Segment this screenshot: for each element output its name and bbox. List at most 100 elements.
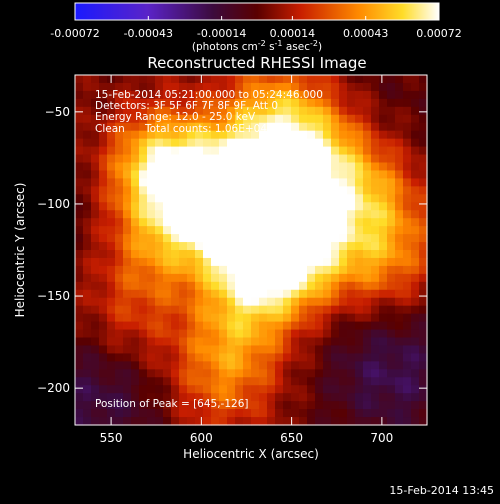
heatmap-cell — [219, 202, 228, 211]
heatmap-cell — [91, 313, 100, 323]
heatmap-cell — [371, 417, 380, 426]
heatmap-cell — [211, 122, 220, 132]
heatmap-cell — [115, 281, 124, 291]
heatmap-cell — [155, 186, 164, 195]
heatmap-cell — [355, 114, 364, 124]
heatmap-cell — [363, 297, 372, 307]
heatmap-cell — [267, 90, 276, 100]
heatmap-cell — [195, 146, 204, 156]
heatmap-cell — [403, 186, 412, 195]
heatmap-cell — [331, 385, 340, 394]
heatmap-cell — [419, 417, 428, 426]
heatmap-cell — [83, 265, 92, 275]
heatmap-cell — [379, 305, 388, 315]
heatmap-cell — [195, 361, 204, 370]
heatmap-cell — [387, 210, 396, 219]
heatmap-cell — [107, 154, 116, 164]
heatmap-cell — [179, 178, 188, 187]
heatmap-cell — [363, 202, 372, 211]
heatmap-cell — [403, 250, 412, 259]
heatmap-cell — [267, 393, 276, 402]
heatmap-cell — [323, 154, 332, 164]
heatmap-cell — [379, 377, 388, 386]
heatmap-cell — [283, 106, 292, 116]
heatmap-cell — [387, 242, 396, 251]
heatmap-cell — [195, 186, 204, 195]
heatmap-cell — [123, 265, 132, 275]
heatmap-cell — [227, 289, 236, 299]
heatmap-cell — [315, 353, 324, 362]
heatmap-cell — [187, 122, 196, 132]
heatmap-cell — [179, 82, 188, 92]
heatmap-cell — [99, 361, 108, 370]
heatmap-cell — [315, 170, 324, 179]
heatmap-cell — [323, 202, 332, 211]
heatmap-cell — [275, 281, 284, 291]
heatmap-cell — [371, 289, 380, 299]
heatmap-cell — [75, 345, 84, 354]
heatmap-cell — [123, 218, 132, 227]
heatmap-cell — [243, 146, 252, 156]
heatmap-cell — [395, 162, 404, 172]
heatmap-cell — [315, 138, 324, 148]
heatmap-cell — [339, 353, 348, 362]
heatmap-cell — [203, 106, 212, 116]
heatmap-cell — [123, 114, 132, 124]
heatmap-cell — [179, 257, 188, 267]
heatmap-cell — [155, 385, 164, 394]
annotation-peak: Position of Peak = [645,-126] — [95, 398, 249, 410]
heatmap-cell — [371, 170, 380, 179]
heatmap-cell — [163, 186, 172, 195]
heatmap-cell — [115, 218, 124, 227]
heatmap-cell — [83, 194, 92, 203]
heatmap-cell — [299, 353, 308, 362]
heatmap-cell — [307, 265, 316, 275]
heatmap-cell — [187, 353, 196, 362]
heatmap-cell — [179, 98, 188, 108]
heatmap-cell — [83, 401, 92, 410]
heatmap-cell — [131, 162, 140, 172]
heatmap-cell — [395, 313, 404, 323]
heatmap-cell — [211, 305, 220, 315]
heatmap-cell — [99, 98, 108, 108]
heatmap-cell — [347, 401, 356, 410]
heatmap-cell — [123, 337, 132, 347]
heatmap-cell — [203, 345, 212, 354]
heatmap-cell — [131, 385, 140, 394]
heatmap-cell — [283, 218, 292, 227]
heatmap-cell — [395, 210, 404, 219]
heatmap-cell — [275, 106, 284, 116]
heatmap-cell — [363, 170, 372, 179]
heatmap-cell — [299, 226, 308, 235]
heatmap-cell — [219, 122, 228, 132]
heatmap-cell — [163, 210, 172, 219]
heatmap-cell — [387, 130, 396, 140]
heatmap-cell — [147, 75, 156, 84]
heatmap-cell — [91, 377, 100, 386]
heatmap-cell — [91, 162, 100, 172]
heatmap-cell — [195, 313, 204, 323]
heatmap-cell — [211, 178, 220, 187]
heatmap-cell — [203, 401, 212, 410]
heatmap-cell — [235, 257, 244, 267]
heatmap-cell — [395, 377, 404, 386]
heatmap-cell — [363, 162, 372, 172]
heatmap-cell — [363, 130, 372, 140]
heatmap-cell — [139, 417, 148, 426]
heatmap-cell — [267, 154, 276, 164]
heatmap-cell — [139, 202, 148, 211]
heatmap-cell — [307, 98, 316, 108]
heatmap-cell — [323, 377, 332, 386]
heatmap-cell — [403, 361, 412, 370]
heatmap-cell — [187, 186, 196, 195]
heatmap-cell — [299, 130, 308, 140]
heatmap-cell — [411, 401, 420, 410]
heatmap-cell — [307, 122, 316, 132]
heatmap-cell — [291, 178, 300, 187]
heatmap-cell — [179, 186, 188, 195]
heatmap-cell — [235, 305, 244, 315]
heatmap-cell — [171, 369, 180, 378]
heatmap-cell — [107, 122, 116, 132]
heatmap-cell — [355, 401, 364, 410]
heatmap-cell — [123, 90, 132, 100]
